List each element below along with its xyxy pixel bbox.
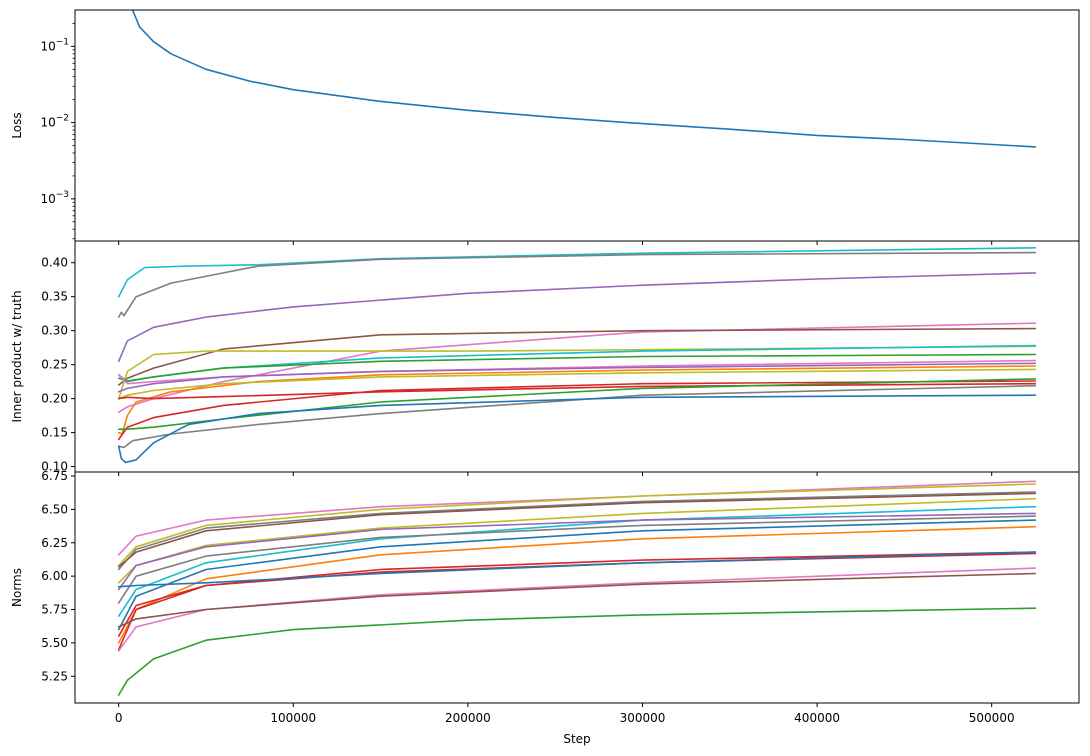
y-axis-label: Loss — [10, 112, 24, 138]
series-line-4 — [117, 492, 1037, 568]
series-line-8 — [117, 353, 1037, 382]
axes-frame — [74, 9, 1080, 242]
series-line-10 — [117, 362, 1037, 393]
x-tick-label: 400000 — [794, 711, 840, 725]
x-tick-label: 0 — [115, 711, 123, 725]
x-tick-label: 200000 — [445, 711, 491, 725]
y-axis-label: Inner product w/ truth — [10, 290, 24, 422]
series-line-4 — [117, 322, 1037, 413]
norms-panel: 5.25 5.50 5.75 6.00 6.25 6.50 6.75 0 100000 20000… — [10, 469, 1080, 746]
y-tick-label: 0.30 — [41, 324, 68, 338]
series-line-14 — [117, 382, 1037, 400]
y-tick-label: 10−1 — [40, 37, 69, 53]
series-line-10 — [117, 525, 1037, 644]
y-tick-label: 0.20 — [41, 392, 68, 406]
series-line-6 — [117, 345, 1037, 400]
y-tick-label: 5.75 — [41, 603, 68, 617]
y-tick-base: 10 — [40, 39, 55, 53]
y-axis-label: Norms — [10, 568, 24, 607]
series-line-5 — [117, 327, 1037, 386]
series-line-2 — [117, 483, 1037, 567]
series-line-15 — [117, 380, 1037, 441]
series-line-16 — [117, 607, 1037, 696]
x-tick-label: 300000 — [620, 711, 666, 725]
y-tick-exponent: −3 — [56, 190, 69, 200]
x-axis-label: Step — [563, 732, 590, 746]
series-group — [131, 10, 1037, 148]
y-tick-exponent: −2 — [56, 114, 69, 124]
y-tick-label: 6.25 — [41, 536, 68, 550]
series-line-11 — [117, 551, 1037, 651]
y-tick-label: 5.25 — [41, 669, 68, 683]
axes-frame — [74, 471, 1080, 704]
series-line-13 — [117, 551, 1037, 588]
series-line-9 — [117, 519, 1037, 631]
y-tick-label: 0.25 — [41, 358, 68, 372]
y-tick-label: 0.15 — [41, 426, 68, 440]
series-line-7 — [117, 512, 1037, 591]
series-line-12 — [117, 368, 1037, 400]
inner-product-panel: 0.10 0.15 0.20 0.25 0.30 0.35 0.40 Inner produc… — [10, 240, 1080, 476]
series-line-15 — [117, 572, 1037, 628]
series-line-8 — [117, 515, 1037, 604]
y-tick-label: 6.75 — [41, 469, 68, 483]
series-line-3 — [117, 272, 1037, 363]
y-tick-label: 0.35 — [41, 290, 68, 304]
y-tick-label: 10−3 — [40, 190, 69, 206]
series-line-1 — [117, 247, 1037, 298]
y-tick-label: 0.10 — [41, 460, 68, 474]
y-tick-label: 6.50 — [41, 502, 68, 516]
series-line-6 — [117, 505, 1037, 617]
y-tick-label: 5.50 — [41, 636, 68, 650]
x-tick-label: 500000 — [969, 711, 1015, 725]
series-group — [117, 480, 1037, 696]
series-line-2 — [117, 251, 1037, 318]
y-tick-label: 0.40 — [41, 256, 68, 270]
series-line-1 — [117, 480, 1037, 556]
series-line-1 — [131, 10, 1037, 148]
y-tick-exponent: −1 — [56, 37, 69, 47]
series-group — [117, 247, 1037, 464]
series-line-16 — [117, 378, 1037, 430]
y-tick-base: 10 — [40, 192, 55, 206]
y-tick-label: 10−2 — [40, 114, 69, 130]
series-line-17 — [117, 394, 1037, 464]
series-line-3 — [117, 491, 1037, 571]
series-line-11 — [117, 365, 1037, 435]
y-tick-base: 10 — [40, 116, 55, 130]
y-tick-label: 6.00 — [41, 569, 68, 583]
x-tick-label: 100000 — [270, 711, 316, 725]
